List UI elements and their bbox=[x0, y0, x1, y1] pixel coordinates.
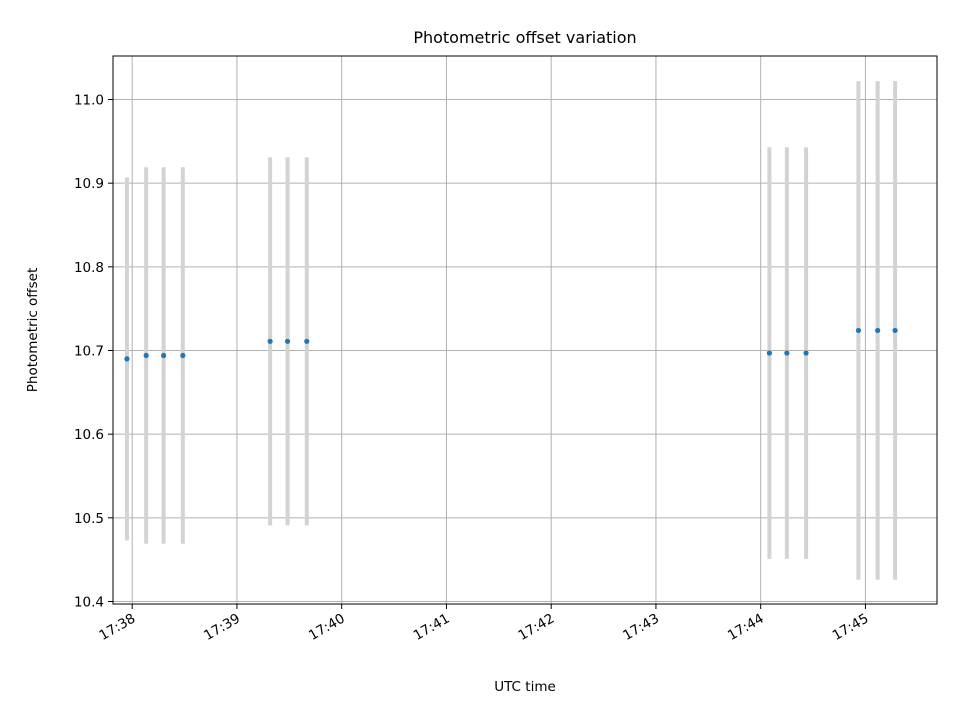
plot-frame bbox=[112, 55, 938, 605]
y-axis-ticks: 10.4 10.5 10.6 10.7 10.8 10.9 11.0 bbox=[74, 93, 113, 610]
y-tick-label: 10.5 bbox=[74, 511, 104, 527]
data-point bbox=[766, 350, 773, 356]
data-point bbox=[180, 352, 186, 359]
data-point bbox=[267, 338, 273, 344]
data-point bbox=[143, 352, 149, 359]
data-point bbox=[284, 338, 291, 344]
y-tick-label: 10.9 bbox=[74, 176, 104, 192]
y-tick-label: 11.0 bbox=[74, 93, 104, 109]
data-point bbox=[124, 356, 130, 362]
data-point bbox=[161, 352, 167, 359]
data-point bbox=[803, 350, 809, 356]
y-tick-label: 10.7 bbox=[74, 343, 104, 359]
y-axis-label: Photometric offset bbox=[25, 268, 41, 392]
data-point bbox=[855, 327, 862, 334]
chart-title: Photometric offset variation bbox=[413, 28, 636, 47]
y-tick-label: 10.4 bbox=[74, 594, 104, 610]
grid bbox=[113, 56, 937, 604]
x-axis-label: UTC time bbox=[494, 679, 556, 695]
y-tick-label: 10.8 bbox=[74, 260, 104, 276]
y-tick-label: 10.6 bbox=[74, 427, 104, 443]
data-point bbox=[304, 338, 310, 344]
data-point bbox=[875, 327, 881, 334]
data-point bbox=[784, 350, 790, 356]
data-points bbox=[124, 327, 898, 362]
data-point bbox=[892, 327, 898, 334]
